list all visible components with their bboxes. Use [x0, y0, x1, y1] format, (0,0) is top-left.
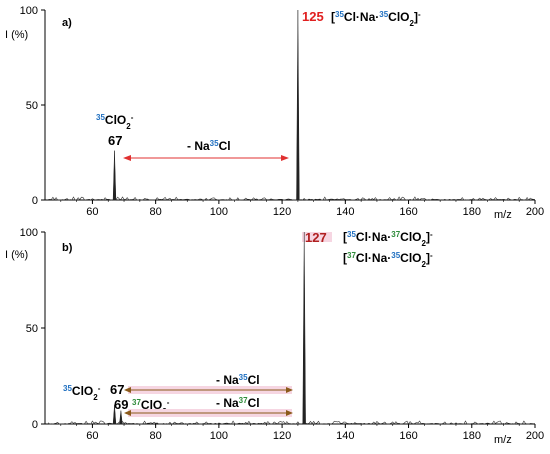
panel-a-ion-67: 35ClO2- — [96, 113, 134, 131]
panel-b-ion-127-a: [35Cl·Na·37ClO2]- — [343, 230, 433, 248]
spectrum-peak-127 — [302, 231, 306, 425]
panel-a-loss-label: - Na35Cl — [187, 139, 231, 154]
panel-b-loss-37-arrowhead-left — [124, 410, 131, 416]
panel-b-x-label: m/z — [494, 434, 512, 446]
panel-b-label: b) — [62, 242, 73, 254]
panel-b-loss-37-arrowhead-right — [286, 410, 293, 416]
x-tick-label: 60 — [86, 206, 98, 218]
panel-a-ion-125: [35Cl·Na·35ClO2]- — [331, 10, 421, 28]
y-tick-label: 0 — [32, 419, 38, 431]
panel-b-peak-67-label: 67 — [110, 382, 124, 397]
panel-a-loss-arrowhead-right — [281, 155, 289, 161]
y-tick-label: 50 — [26, 100, 38, 112]
y-tick-label: 0 — [32, 195, 38, 207]
x-tick-label: 60 — [86, 430, 98, 442]
panel-b: 0 50 100 60 80 100 120 140 160 180 200 I (%) b) m… — [5, 227, 544, 446]
x-tick-label: 180 — [463, 206, 481, 218]
x-tick-label: 80 — [150, 206, 162, 218]
x-tick-label: 140 — [336, 430, 354, 442]
y-tick-label: 50 — [26, 323, 38, 335]
panel-a-loss-arrowhead-left — [123, 155, 131, 161]
panel-b-ion-67: 35ClO2- — [63, 384, 101, 402]
y-tick-label: 100 — [20, 5, 38, 17]
spectrum-peak-67 — [112, 404, 117, 425]
panel-a-peaks — [112, 9, 300, 201]
panel-a-x-ticks: 60 80 100 120 140 160 180 200 — [60, 200, 544, 218]
panel-b-baseline — [48, 420, 536, 425]
panel-b-loss-35-arrowhead-right — [286, 387, 293, 393]
x-tick-label: 160 — [399, 206, 417, 218]
spectrum-peak-67 — [112, 150, 117, 201]
x-tick-label: 120 — [273, 206, 291, 218]
panel-a-label: a) — [62, 17, 72, 29]
y-tick-label: 100 — [20, 227, 38, 239]
panel-b-peaks — [112, 231, 306, 425]
panel-a-y-label: I (%) — [5, 29, 28, 41]
x-tick-label: 140 — [336, 206, 354, 218]
panel-b-loss-37-label: - Na37Cl — [216, 396, 260, 411]
x-tick-label: 100 — [210, 206, 228, 218]
panel-b-ion-127-b: [37Cl·Na·35ClO2]- — [343, 251, 433, 269]
panel-a-y-ticks: 0 50 100 — [20, 5, 45, 207]
panel-b-loss-35-label: - Na35Cl — [216, 373, 260, 388]
x-tick-label: 200 — [526, 430, 544, 442]
panel-b-y-label: I (%) — [5, 249, 28, 261]
panel-b-peak-127-highlight — [302, 232, 332, 242]
x-tick-label: 120 — [273, 430, 291, 442]
panel-b-loss-35-arrowhead-left — [124, 387, 131, 393]
x-tick-label: 200 — [526, 206, 544, 218]
spectrum-peak-125 — [296, 9, 300, 201]
panel-b-y-ticks: 0 50 100 — [20, 227, 45, 431]
panel-b-peak-69-label: 69 — [114, 397, 128, 412]
x-tick-label: 160 — [399, 430, 417, 442]
x-tick-label: 180 — [463, 430, 481, 442]
panel-a-peak-125-label: 125 — [302, 9, 324, 24]
panel-b-peak-127-label: 127 — [305, 230, 327, 245]
panel-a-x-label: m/z — [494, 209, 512, 221]
x-tick-label: 80 — [150, 430, 162, 442]
panel-a-peak-67-label: 67 — [108, 133, 122, 148]
panel-a-baseline — [48, 196, 536, 201]
panel-b-x-ticks: 60 80 100 120 140 160 180 200 — [60, 424, 544, 442]
x-tick-label: 100 — [210, 430, 228, 442]
spectrum-peak-69 — [119, 410, 123, 425]
panel-a: 0 50 100 60 80 100 120 140 160 180 200 I (%) a) m… — [5, 5, 544, 221]
